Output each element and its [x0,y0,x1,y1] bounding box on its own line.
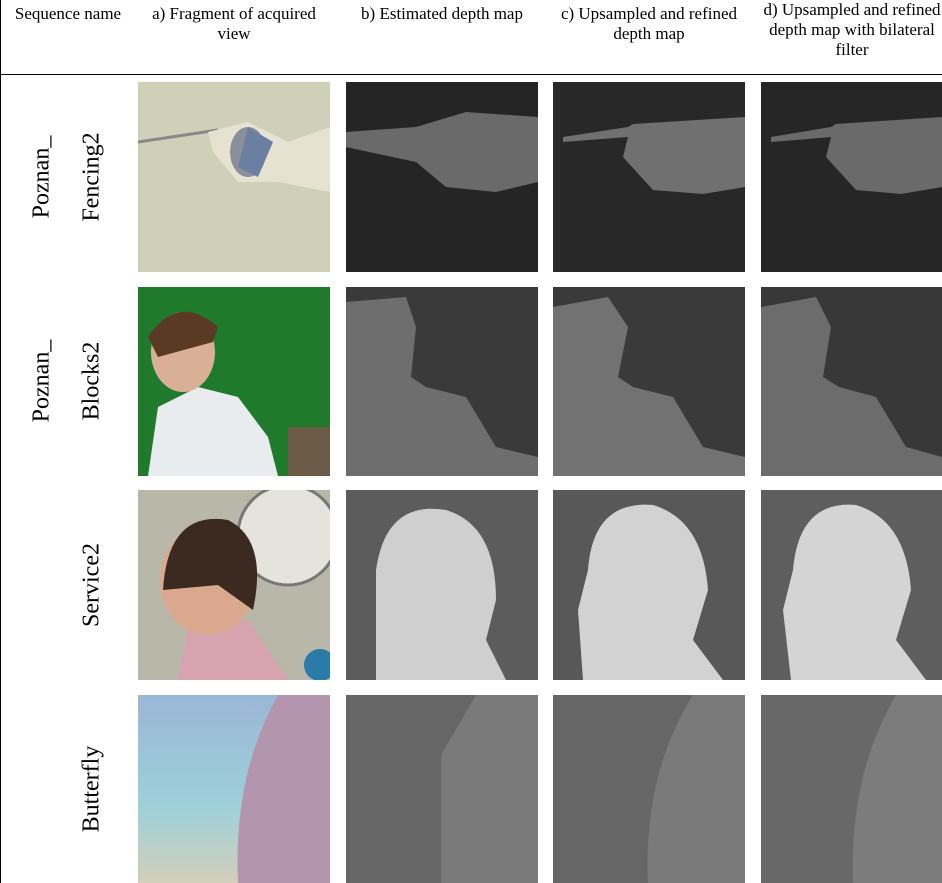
header-rule [0,74,942,75]
photo [138,695,330,883]
header-cell: a) Fragment of acquired view [152,4,316,43]
row-label: Blocks2 [78,341,105,421]
depth-map [553,287,745,476]
header-cell: d) Upsampled and refined depth map with … [763,0,941,59]
depth-map [553,490,745,680]
photo [138,490,330,680]
photo [138,82,330,272]
row-label: Fencing2 [78,132,105,222]
row-label: Poznan_ [28,135,55,219]
depth-map [761,287,942,476]
depth-map [761,490,942,680]
row-label: Butterfly [78,745,105,833]
depth-map [346,695,538,883]
header-cell: c) Upsampled and refined depth map [560,4,738,43]
photo [138,287,330,476]
row-label: Poznan_ [28,339,55,423]
header-cell: b) Estimated depth map [361,4,523,23]
depth-map [761,695,942,883]
row-label: Service2 [78,543,105,627]
depth-map [761,82,942,272]
depth-map [346,82,538,272]
depth-map [553,82,745,272]
depth-map [346,287,538,476]
depth-map [553,695,745,883]
left-border [0,0,1,883]
depth-map [346,490,538,680]
header-cell: Sequence name [14,4,122,23]
